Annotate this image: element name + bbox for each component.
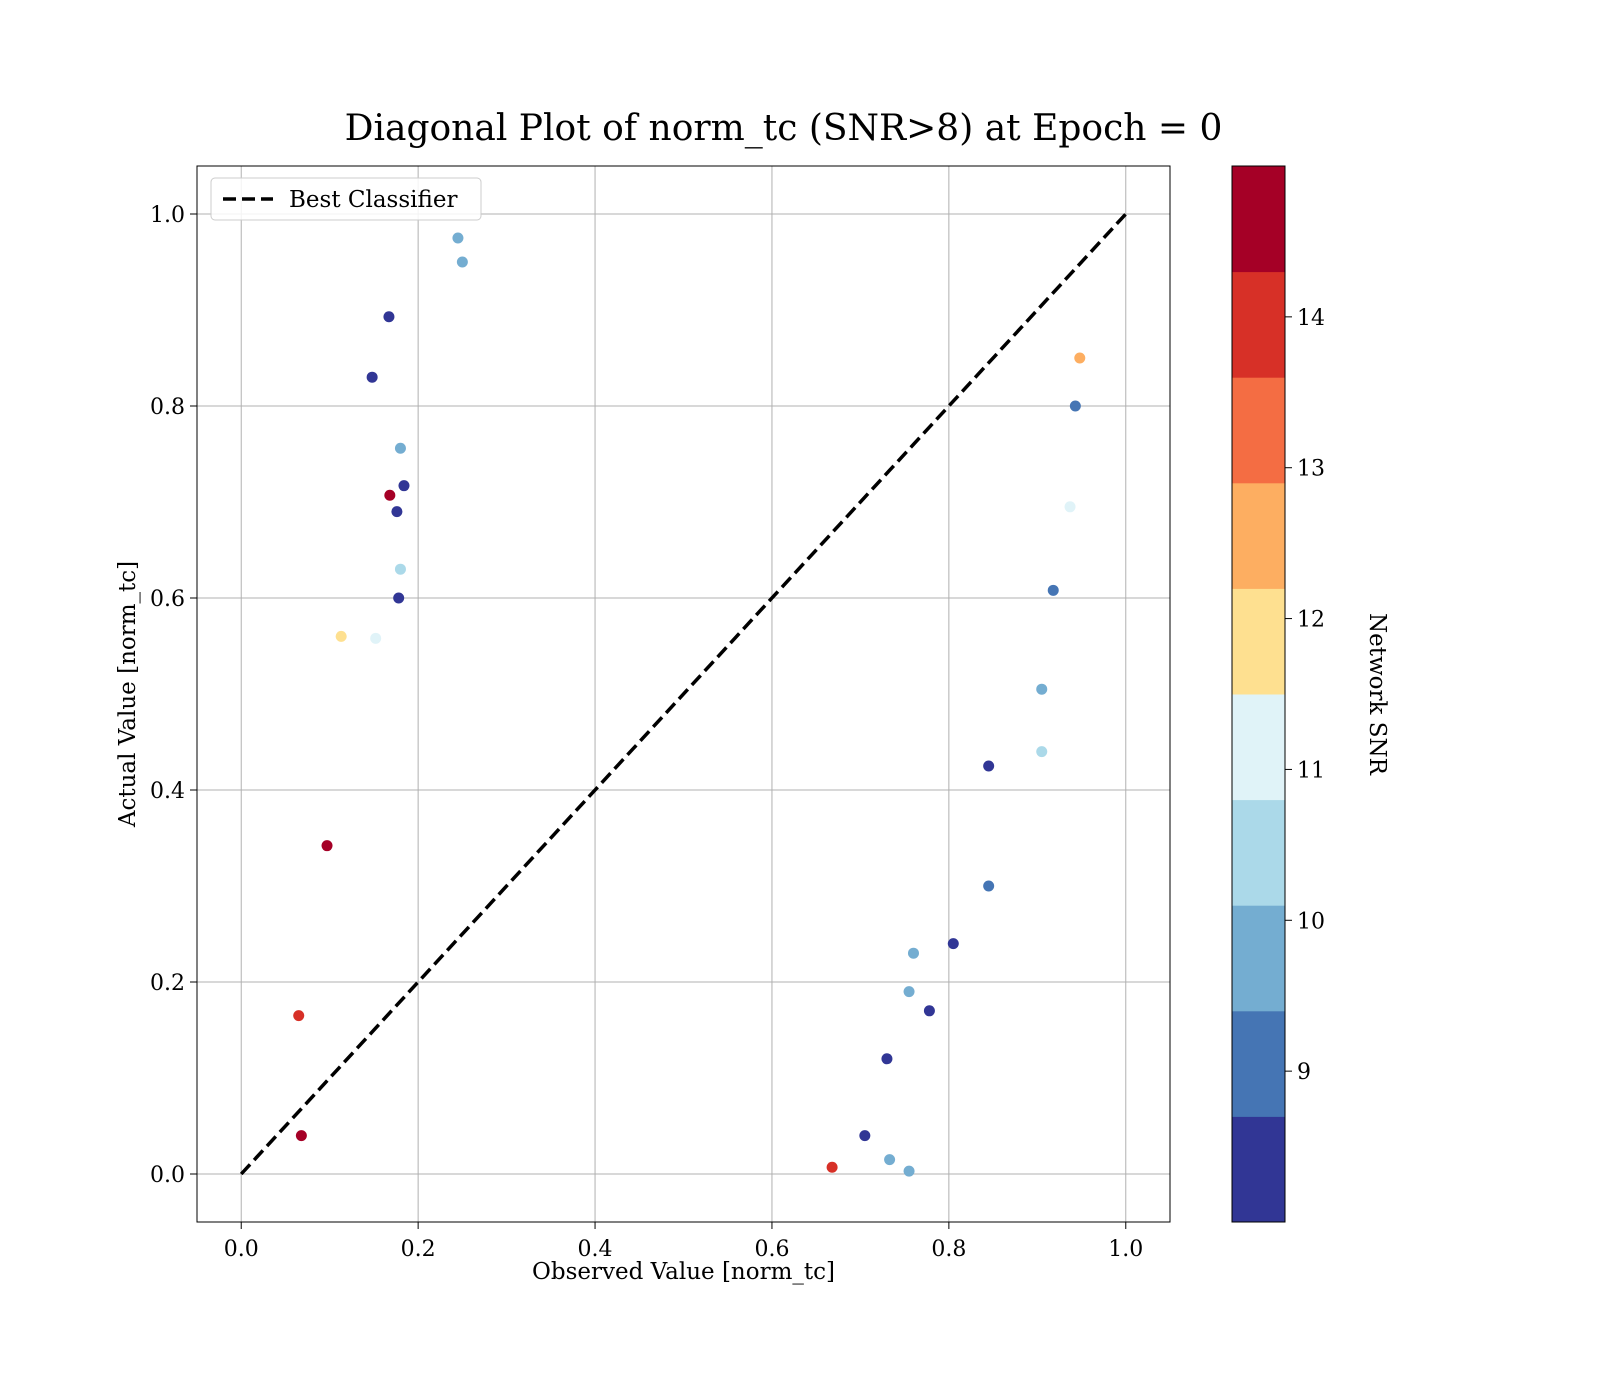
scatter-point bbox=[983, 880, 995, 892]
colorbar-segment bbox=[1232, 166, 1285, 273]
scatter-point bbox=[903, 1165, 915, 1177]
x-tick-label: 0.0 bbox=[224, 1237, 259, 1262]
plot-frame bbox=[196, 165, 1171, 1223]
scatter-point bbox=[394, 442, 406, 454]
colorbar-ticks: 9 10 11 12 13 14 bbox=[1285, 306, 1325, 1085]
scatter-point bbox=[1069, 400, 1081, 412]
scatter-point bbox=[881, 1053, 893, 1065]
colorbar-segment bbox=[1232, 588, 1285, 695]
scatter-point bbox=[394, 563, 406, 575]
scatter-point bbox=[321, 840, 333, 852]
scatter-point bbox=[335, 630, 347, 642]
scatter-point bbox=[452, 232, 464, 244]
colorbar-tick-label: 11 bbox=[1297, 758, 1325, 783]
colorbar-segment bbox=[1232, 482, 1285, 589]
x-tick-label: 0.2 bbox=[401, 1237, 436, 1262]
colorbar-tick-label: 10 bbox=[1297, 909, 1325, 934]
y-tick-label: 0.0 bbox=[150, 1163, 185, 1188]
scatter-point bbox=[1047, 584, 1059, 596]
scatter-point bbox=[923, 1005, 935, 1017]
legend-box bbox=[210, 177, 482, 221]
scatter-point bbox=[947, 938, 959, 950]
x-tick-label: 0.4 bbox=[578, 1237, 613, 1262]
scatter-point bbox=[384, 489, 396, 501]
x-tick-label: 0.8 bbox=[931, 1237, 966, 1262]
y-tick-label: 0.2 bbox=[150, 971, 185, 996]
scatter-point bbox=[859, 1130, 871, 1142]
colorbar-segment bbox=[1232, 694, 1285, 801]
colorbar-segment bbox=[1232, 799, 1285, 906]
scatter-point bbox=[1074, 352, 1086, 364]
colorbar-tick-label: 9 bbox=[1297, 1060, 1311, 1085]
colorbar-tick-label: 13 bbox=[1297, 457, 1325, 482]
legend-entry-best-classifier: Best Classifier bbox=[289, 187, 457, 213]
y-tick-label: 0.8 bbox=[150, 395, 185, 420]
y-tick-label: 0.4 bbox=[150, 779, 185, 804]
scatter-point bbox=[1064, 501, 1076, 513]
colorbar-segment bbox=[1232, 1116, 1285, 1223]
scatter-point bbox=[293, 1010, 305, 1022]
scatter-point bbox=[383, 311, 395, 323]
scatter-point bbox=[366, 371, 378, 383]
colorbar bbox=[1231, 165, 1286, 1223]
colorbar-segment bbox=[1232, 271, 1285, 378]
scatter-point bbox=[907, 947, 919, 959]
scatter-point bbox=[826, 1161, 838, 1173]
scatter-points bbox=[293, 232, 1086, 1177]
scatter-point bbox=[1036, 746, 1048, 758]
x-axis-ticks: 0.0 0.2 0.4 0.6 0.8 1.0 bbox=[224, 1222, 1143, 1262]
x-axis-label: Observed Value [norm_tc] bbox=[532, 1259, 835, 1285]
colorbar-tick-label: 12 bbox=[1297, 608, 1325, 633]
scatter-point bbox=[903, 986, 915, 998]
x-tick-label: 1.0 bbox=[1108, 1237, 1143, 1262]
y-tick-label: 1.0 bbox=[150, 203, 185, 228]
y-tick-label: 0.6 bbox=[150, 587, 185, 612]
scatter-point bbox=[884, 1154, 896, 1166]
best-classifier-line bbox=[239, 212, 1128, 1176]
scatter-point bbox=[456, 256, 468, 268]
scatter-point bbox=[983, 760, 995, 772]
y-axis-label: Actual Value [norm_tc] bbox=[115, 561, 141, 828]
colorbar-segment bbox=[1232, 1010, 1285, 1117]
colorbar-label: Network SNR bbox=[1364, 613, 1390, 776]
scatter-point bbox=[1036, 683, 1048, 695]
scatter-point bbox=[391, 506, 403, 518]
y-axis-ticks: 0.0 0.2 0.4 0.6 0.8 1.0 bbox=[150, 203, 197, 1188]
colorbar-frame bbox=[1231, 165, 1286, 1223]
legend: Best Classifier bbox=[210, 177, 482, 221]
scatter-point bbox=[393, 592, 405, 604]
scatter-point bbox=[398, 480, 410, 492]
colorbar-segment bbox=[1232, 377, 1285, 484]
scatter-point bbox=[370, 632, 382, 644]
x-tick-label: 0.6 bbox=[754, 1237, 789, 1262]
scatter-point bbox=[295, 1130, 307, 1142]
grid bbox=[197, 166, 1170, 1222]
colorbar-tick-label: 14 bbox=[1297, 306, 1325, 331]
chart-title: Diagonal Plot of norm_tc (SNR>8) at Epoc… bbox=[345, 108, 1223, 149]
colorbar-segment bbox=[1232, 905, 1285, 1012]
